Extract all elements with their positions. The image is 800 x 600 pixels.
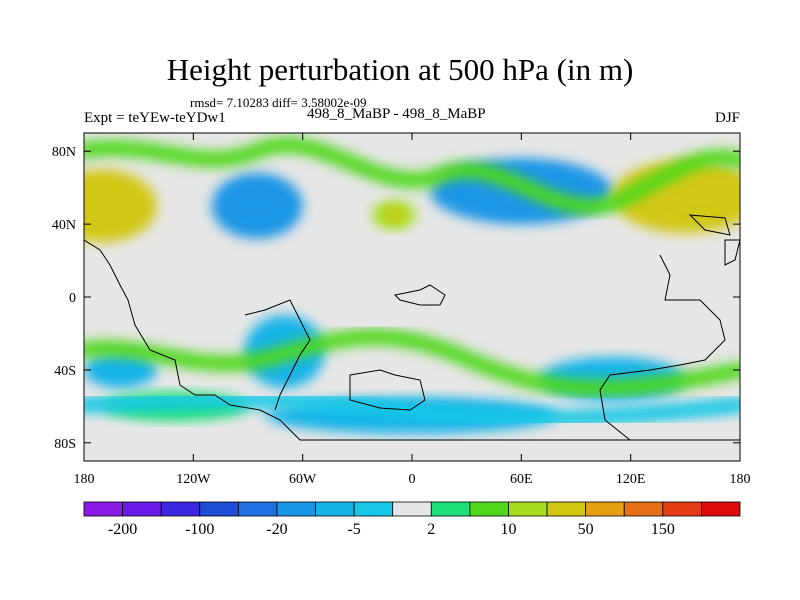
case-label: 498_8_MaBP - 498_8_MaBP: [307, 106, 486, 122]
experiment-label: Expt = teYEw-teYDw1: [84, 110, 226, 126]
coast-south-america: [244, 299, 311, 411]
coast-north-america: [84, 239, 740, 441]
y-axis: 80N 40N 0 40S 80S: [52, 145, 740, 452]
field-north-pacific-positive-core: [84, 184, 112, 228]
field-east-asia-positive-core: [658, 173, 740, 210]
colorbar-swatch: [353, 501, 394, 517]
x-tick-label: 120E: [616, 472, 646, 487]
colorbar-swatch: [701, 501, 741, 517]
stats-line: rmsd= 7.10283 diff= 3.58002e-09: [190, 95, 367, 110]
colorbar-swatch: [160, 501, 201, 517]
x-tick-label: 60W: [289, 472, 317, 487]
coast-asia: [688, 214, 731, 236]
colorbar-swatch: [315, 501, 355, 517]
x-tick-label: 0: [409, 472, 416, 487]
colorbar-swatch: [237, 501, 278, 517]
coast-east-edge: [724, 239, 740, 266]
colorbar-swatch: [276, 501, 316, 517]
x-tick-label: 120W: [176, 472, 211, 487]
sh-wave-band: [84, 328, 740, 397]
colorbar-swatch: [623, 501, 664, 517]
colorbar-label: 10: [500, 521, 516, 538]
field-north-atlantic-positive-core: [384, 207, 403, 223]
colorbar-label: -5: [347, 521, 360, 538]
coast-east-asia: [599, 254, 726, 441]
field-south-pacific-negative: [84, 351, 157, 389]
y-tick-label: 80N: [52, 145, 76, 160]
colorbar-swatch: [585, 501, 625, 517]
colorbar-label: 150: [651, 521, 675, 538]
x-tick-label: 180: [74, 472, 95, 487]
nh-wave-band: [84, 136, 740, 215]
colorbar-label: 2: [427, 521, 435, 538]
colorbar-swatch: [430, 501, 471, 517]
y-tick-label: 40S: [54, 364, 76, 379]
field-layer: [84, 136, 740, 434]
coast-equatorial-island: [393, 284, 446, 306]
coast-africa: [349, 369, 426, 411]
colorbar-swatch: [392, 501, 432, 517]
field-north-america-negative-core: [229, 184, 285, 221]
sh-low-band: [84, 392, 740, 428]
colorbar-swatch: [546, 501, 587, 517]
season-label: DJF: [714, 110, 740, 126]
x-tick-label: 180: [730, 472, 751, 487]
colorbar: -200 -100 -20 -5 2 10 50 150: [83, 501, 741, 538]
colorbar-label: -100: [185, 521, 214, 538]
colorbar-label: -200: [108, 521, 137, 538]
colorbar-label: 50: [578, 521, 594, 538]
colorbar-swatch: [469, 501, 509, 517]
x-tick-label: 60E: [510, 472, 533, 487]
x-axis: 180 120W 60W 0 60E 120E 180: [74, 133, 751, 487]
colorbar-swatch: [122, 501, 162, 517]
colorbar-swatch: [83, 501, 123, 517]
colorbar-swatch: [199, 501, 239, 517]
chart-title: Height perturbation at 500 hPa (in m): [166, 52, 634, 87]
colorbar-label: -20: [266, 521, 287, 538]
y-tick-label: 40N: [52, 218, 76, 233]
y-tick-label: 80S: [54, 437, 76, 452]
colorbar-swatch: [508, 501, 548, 517]
colorbar-swatch: [662, 501, 702, 517]
y-tick-label: 0: [69, 291, 76, 306]
coastline-layer: [84, 214, 740, 441]
